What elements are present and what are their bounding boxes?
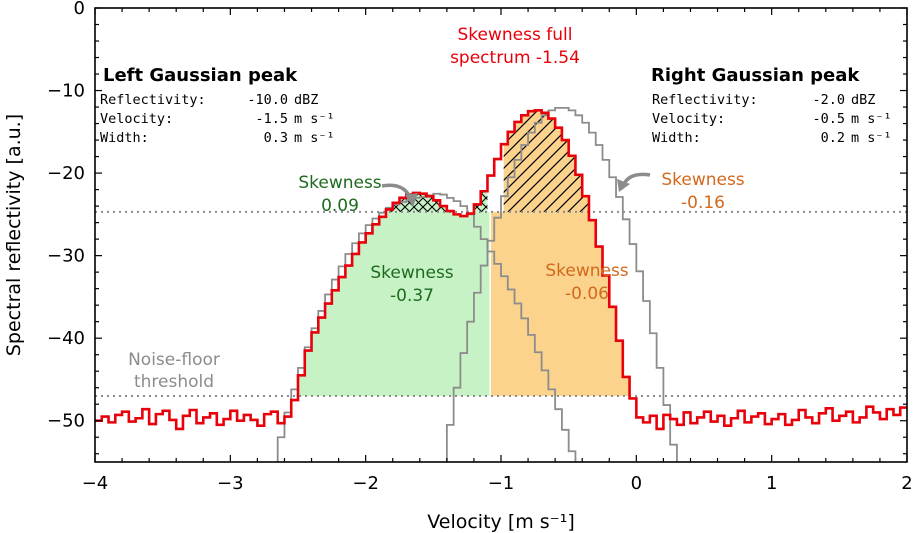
right-skew-arrow [622, 172, 651, 185]
noise-floor-label: threshold [134, 372, 214, 392]
left-peak-title: Left Gaussian peak [103, 65, 298, 86]
full-spectrum-line [95, 109, 907, 431]
left-param-value: -10.0 [247, 92, 288, 108]
left-param-label: Reflectivity: [100, 92, 206, 108]
right-body-skewness-label: -0.06 [565, 284, 609, 304]
left-body-skewness-label: -0.37 [390, 286, 434, 306]
left-param-label: Width: [100, 130, 149, 146]
right-param-unit: m s⁻¹ [851, 111, 892, 127]
left-param-unit: m s⁻¹ [294, 130, 335, 146]
right-skew-arrowhead [617, 179, 630, 192]
x-tick-label: −4 [82, 473, 109, 494]
right-param-unit: dBZ [851, 92, 875, 108]
x-axis-label: Velocity [m s⁻¹] [427, 511, 575, 533]
y-tick-label: −30 [47, 246, 85, 267]
right-param-value: -0.5 [812, 111, 845, 127]
right-body-fill [490, 211, 677, 396]
right-peak-title: Right Gaussian peak [651, 65, 860, 86]
y-tick-label: −20 [47, 163, 85, 184]
left-param-label: Velocity: [100, 111, 173, 127]
right-body-skewness-label: Skewness [545, 261, 628, 281]
right-param-unit: m s⁻¹ [851, 130, 892, 146]
x-tick-label: 2 [901, 473, 912, 494]
y-tick-label: 0 [74, 0, 85, 19]
left-param-value: 0.3 [264, 130, 288, 146]
x-tick-label: 0 [631, 473, 642, 494]
right-param-label: Reflectivity: [652, 92, 758, 108]
x-tick-label: −3 [217, 473, 244, 494]
left-body-fill [298, 211, 491, 396]
noise-floor-label: Noise-floor [128, 350, 220, 370]
right-peak-skewness-label: -0.16 [681, 193, 725, 213]
left-param-value: -1.5 [255, 111, 288, 127]
y-axis-label: Spectral reflectivity [a.u.] [3, 114, 25, 356]
x-tick-label: −2 [352, 473, 379, 494]
left-skew-arrowhead [405, 193, 418, 207]
x-tick-label: −1 [488, 473, 515, 494]
right-param-value: 0.2 [821, 130, 845, 146]
full-skewness-label: Skewness full [458, 25, 573, 45]
full-skewness-label: spectrum -1.54 [450, 48, 580, 68]
left-param-unit: m s⁻¹ [294, 111, 335, 127]
right-param-label: Width: [652, 130, 701, 146]
y-tick-label: −50 [47, 411, 85, 432]
left-peak-skewness-label: 0.09 [321, 196, 359, 216]
x-tick-label: 1 [766, 473, 777, 494]
y-tick-label: −40 [47, 328, 85, 349]
left-gaussian-line [270, 192, 577, 462]
right-param-label: Velocity: [652, 111, 725, 127]
right-gaussian-line [445, 106, 678, 462]
right-peak-hatch [503, 110, 634, 212]
left-param-unit: dBZ [294, 92, 318, 108]
y-tick-label: −10 [47, 81, 85, 102]
left-body-skewness-label: Skewness [370, 263, 453, 283]
left-peak-skewness-label: Skewness [298, 173, 381, 193]
right-param-value: -2.0 [812, 92, 845, 108]
right-peak-skewness-label: Skewness [661, 170, 744, 190]
